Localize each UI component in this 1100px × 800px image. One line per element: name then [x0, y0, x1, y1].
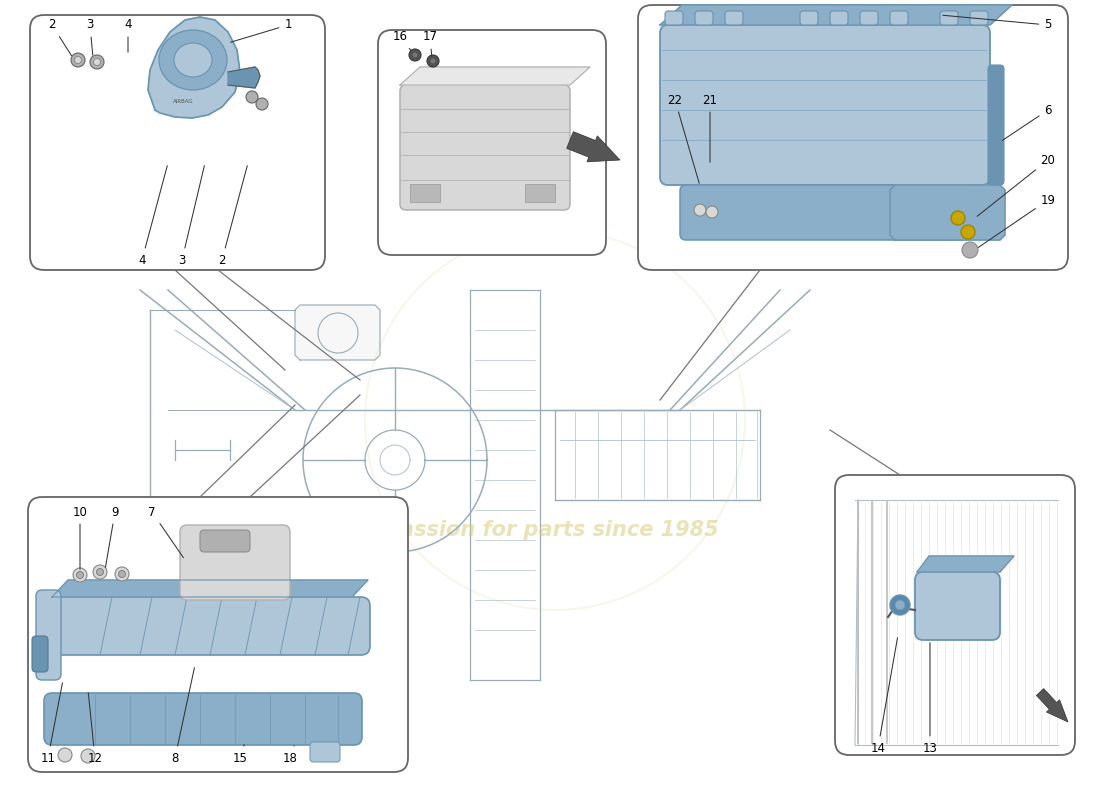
- FancyBboxPatch shape: [680, 185, 970, 240]
- FancyBboxPatch shape: [860, 11, 878, 25]
- FancyBboxPatch shape: [835, 475, 1075, 755]
- Polygon shape: [917, 556, 1014, 572]
- Text: 1: 1: [231, 18, 292, 42]
- Text: 21: 21: [703, 94, 717, 162]
- Circle shape: [962, 242, 978, 258]
- Circle shape: [961, 225, 975, 239]
- Text: 16: 16: [393, 30, 411, 51]
- FancyBboxPatch shape: [30, 15, 324, 270]
- FancyBboxPatch shape: [310, 742, 340, 762]
- FancyBboxPatch shape: [988, 65, 1004, 185]
- Text: 20: 20: [977, 154, 1055, 216]
- Text: 10: 10: [73, 506, 87, 570]
- Circle shape: [58, 748, 72, 762]
- Polygon shape: [148, 17, 240, 118]
- Polygon shape: [890, 185, 1005, 240]
- Text: 15: 15: [232, 745, 248, 765]
- FancyBboxPatch shape: [36, 590, 60, 680]
- Text: 4: 4: [139, 166, 167, 266]
- Circle shape: [75, 57, 81, 63]
- FancyArrow shape: [1036, 689, 1068, 722]
- FancyBboxPatch shape: [200, 530, 250, 552]
- Circle shape: [72, 53, 85, 67]
- Text: 22: 22: [668, 94, 700, 183]
- Text: 17: 17: [422, 30, 438, 56]
- Circle shape: [706, 206, 718, 218]
- FancyBboxPatch shape: [725, 11, 742, 25]
- Circle shape: [256, 98, 268, 110]
- FancyBboxPatch shape: [830, 11, 848, 25]
- FancyBboxPatch shape: [32, 636, 48, 672]
- Circle shape: [116, 567, 129, 581]
- Circle shape: [952, 211, 965, 225]
- Circle shape: [97, 569, 103, 575]
- Text: 8: 8: [172, 668, 195, 765]
- Text: 12: 12: [88, 693, 102, 765]
- Text: 4: 4: [124, 18, 132, 52]
- Circle shape: [90, 55, 104, 69]
- Circle shape: [895, 600, 905, 610]
- FancyBboxPatch shape: [970, 11, 988, 25]
- Text: 7: 7: [148, 506, 184, 558]
- Bar: [410, 184, 440, 202]
- FancyBboxPatch shape: [180, 525, 290, 600]
- Bar: [525, 184, 556, 202]
- Circle shape: [81, 749, 95, 763]
- Text: 5: 5: [943, 15, 1052, 31]
- Circle shape: [427, 55, 439, 67]
- FancyBboxPatch shape: [378, 30, 606, 255]
- Circle shape: [94, 565, 107, 579]
- Text: 6: 6: [1002, 103, 1052, 141]
- Circle shape: [94, 58, 100, 66]
- Circle shape: [73, 568, 87, 582]
- Text: 14: 14: [870, 638, 898, 754]
- Text: 2: 2: [218, 166, 248, 266]
- Polygon shape: [660, 5, 1012, 25]
- Circle shape: [694, 204, 706, 216]
- Text: 11: 11: [41, 682, 63, 765]
- Text: 13: 13: [923, 642, 937, 754]
- FancyBboxPatch shape: [660, 25, 990, 185]
- Polygon shape: [52, 580, 368, 597]
- Ellipse shape: [160, 30, 227, 90]
- Circle shape: [430, 58, 436, 64]
- FancyBboxPatch shape: [695, 11, 713, 25]
- FancyBboxPatch shape: [890, 11, 908, 25]
- Text: passion for parts since 1985: passion for parts since 1985: [385, 520, 718, 540]
- Text: 3: 3: [86, 18, 94, 55]
- Text: 18: 18: [283, 746, 297, 765]
- Circle shape: [890, 595, 910, 615]
- Text: 2: 2: [48, 18, 72, 56]
- FancyBboxPatch shape: [50, 597, 370, 655]
- FancyBboxPatch shape: [44, 693, 362, 745]
- Text: 9: 9: [106, 506, 119, 567]
- Polygon shape: [228, 67, 260, 88]
- FancyBboxPatch shape: [28, 497, 408, 772]
- Text: 3: 3: [178, 166, 205, 266]
- Text: AIRBAG: AIRBAG: [173, 99, 194, 104]
- FancyBboxPatch shape: [915, 572, 1000, 640]
- Circle shape: [119, 570, 125, 578]
- Circle shape: [246, 91, 258, 103]
- Ellipse shape: [174, 43, 212, 77]
- Polygon shape: [400, 67, 590, 85]
- FancyBboxPatch shape: [400, 85, 570, 210]
- Polygon shape: [295, 305, 380, 360]
- FancyBboxPatch shape: [666, 11, 683, 25]
- Circle shape: [412, 52, 418, 58]
- FancyArrow shape: [566, 132, 620, 162]
- Text: 19: 19: [978, 194, 1056, 247]
- FancyBboxPatch shape: [800, 11, 818, 25]
- Circle shape: [409, 49, 421, 61]
- FancyBboxPatch shape: [638, 5, 1068, 270]
- FancyBboxPatch shape: [940, 11, 958, 25]
- Circle shape: [77, 571, 84, 578]
